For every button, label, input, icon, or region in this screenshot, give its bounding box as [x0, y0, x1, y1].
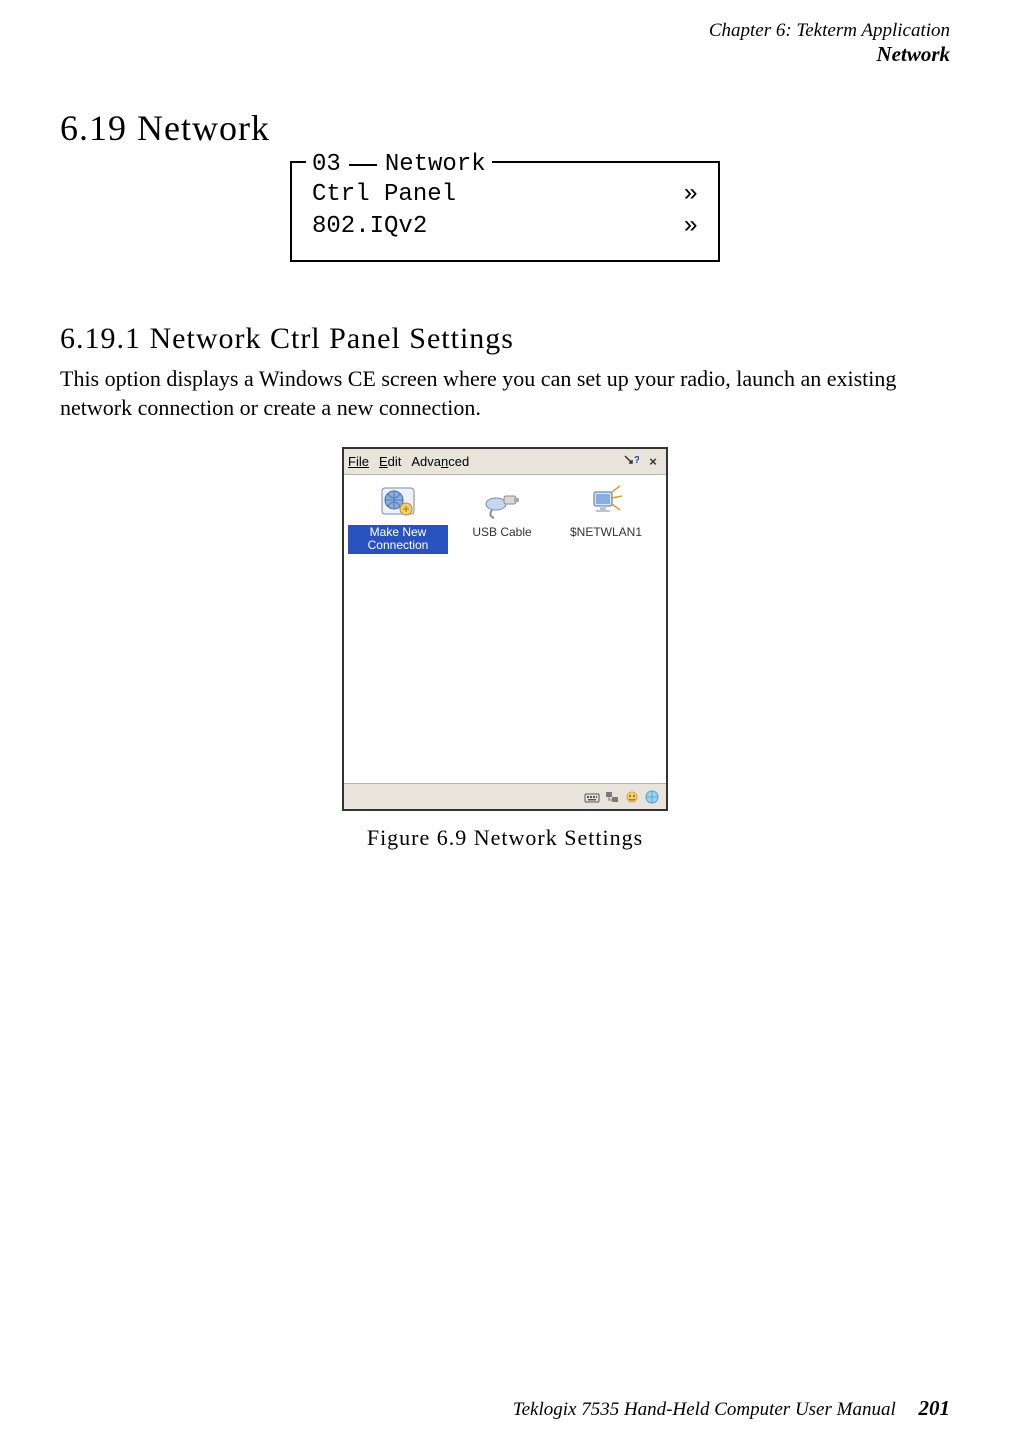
legend-dash-icon	[349, 164, 377, 166]
tray-status-icon[interactable]	[624, 789, 640, 805]
close-icon[interactable]: ×	[644, 454, 662, 470]
connection-label: Make New Connection	[348, 525, 448, 553]
connection-label: USB Cable	[470, 525, 533, 540]
page-header: Chapter 6: Tekterm Application Network	[60, 20, 950, 67]
tray-keyboard-icon[interactable]	[584, 789, 600, 805]
subsection-title: 6.19.1 Network Ctrl Panel Settings	[60, 322, 950, 356]
menu-advanced[interactable]: Advanced	[411, 454, 469, 469]
screenshot-body: Make New Connection USB Cable	[344, 475, 666, 783]
menu-legend-number: 03	[312, 149, 341, 181]
tray-network-icon[interactable]	[604, 789, 620, 805]
connection-item-usb[interactable]: USB Cable	[452, 481, 552, 540]
screenshot-wrap: File Edit Advanced ? ×	[60, 447, 950, 811]
menu-file[interactable]: File	[348, 454, 369, 469]
menu-row-802iqv2[interactable]: 802.IQv2 »	[312, 211, 698, 243]
menu-row-ctrl-panel[interactable]: Ctrl Panel »	[312, 179, 698, 211]
menu-edit[interactable]: Edit	[379, 454, 401, 469]
tray-signal-icon[interactable]	[644, 789, 660, 805]
chapter-line: Chapter 6: Tekterm Application	[60, 20, 950, 42]
menu-legend-title: Network	[385, 149, 486, 181]
page-number: 201	[919, 1396, 951, 1420]
manual-title: Teklogix 7535 Hand-Held Computer User Ma…	[513, 1399, 896, 1420]
network-menu-box: 03 Network Ctrl Panel » 802.IQv2 »	[290, 161, 720, 262]
usb-cable-icon	[481, 481, 523, 523]
submenu-indicator-icon: »	[684, 179, 698, 211]
body-paragraph: This option displays a Windows CE screen…	[60, 364, 950, 423]
page-footer: Teklogix 7535 Hand-Held Computer User Ma…	[513, 1396, 950, 1421]
network-adapter-icon	[585, 481, 627, 523]
submenu-indicator-icon: »	[684, 211, 698, 243]
help-icon[interactable]: ?	[622, 454, 640, 470]
figure-caption: Figure 6.9 Network Settings	[60, 825, 950, 851]
svg-text:?: ?	[634, 455, 639, 466]
screenshot-taskbar	[344, 783, 666, 809]
menu-row-label: 802.IQv2	[312, 211, 427, 243]
section-name: Network	[60, 42, 950, 67]
network-menu-wrap: 03 Network Ctrl Panel » 802.IQv2 »	[60, 161, 950, 262]
globe-connection-icon	[377, 481, 419, 523]
connection-item-make-new[interactable]: Make New Connection	[348, 481, 448, 553]
menu-legend: 03 Network	[306, 149, 492, 181]
connection-label: $NETWLAN1	[568, 525, 644, 540]
network-settings-screenshot: File Edit Advanced ? ×	[342, 447, 668, 811]
connection-item-netwlan[interactable]: $NETWLAN1	[556, 481, 656, 540]
section-title: 6.19 Network	[60, 107, 950, 149]
menu-row-label: Ctrl Panel	[312, 179, 456, 211]
screenshot-menubar: File Edit Advanced ? ×	[344, 449, 666, 475]
